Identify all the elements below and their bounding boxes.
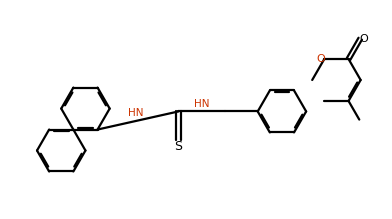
Text: O: O — [359, 34, 368, 44]
Text: HN: HN — [128, 108, 144, 118]
Text: S: S — [174, 140, 182, 153]
Text: HN: HN — [194, 99, 210, 110]
Text: O: O — [316, 54, 325, 64]
